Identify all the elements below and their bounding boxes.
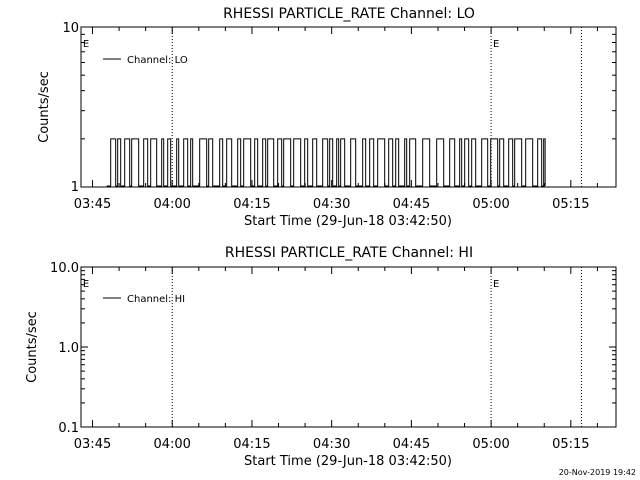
panel-hi-reference-lines xyxy=(171,267,582,427)
x-tick-label: 04:15 xyxy=(233,197,270,212)
event-marker-label: E xyxy=(83,279,89,290)
panel-hi-ytick-0-1: 0.1 xyxy=(58,421,79,436)
panel-hi-title: RHESSI PARTICLE_RATE Channel: HI xyxy=(225,245,473,261)
x-tick-label: 05:15 xyxy=(552,437,589,452)
x-tick-label: 04:00 xyxy=(153,197,190,212)
event-marker-label: E xyxy=(83,39,89,50)
panel-hi-xlabel: Start Time (29-Jun-18 03:42:50) xyxy=(244,454,452,469)
panel-lo-legend-label: Channel: LO xyxy=(127,55,188,66)
event-marker-label: E xyxy=(493,279,499,290)
panel-hi-ytick-10: 10.0 xyxy=(50,261,79,276)
x-tick-label: 03:45 xyxy=(74,437,111,452)
panel-lo-title: RHESSI PARTICLE_RATE Channel: LO xyxy=(223,6,475,22)
panel-hi-x-ticks: 03:45 04:00 04:15 04:30 04:45 05:00 05:15 xyxy=(74,266,616,452)
panel-lo-ylabel: Counts/sec xyxy=(37,71,52,143)
x-tick-label: 04:15 xyxy=(233,437,270,452)
x-tick-label: 04:45 xyxy=(393,437,430,452)
panel-lo-ytick-10: 10 xyxy=(62,21,79,36)
event-marker-label: E xyxy=(493,39,499,50)
x-tick-label: 03:45 xyxy=(74,197,111,212)
panel-hi-ytick-1: 1.0 xyxy=(58,341,79,356)
panel-lo-legend: Channel: LO xyxy=(103,55,188,66)
panel-lo-xlabel: Start Time (29-Jun-18 03:42:50) xyxy=(244,214,452,229)
panel-hi-ylabel: Counts/sec xyxy=(25,311,40,383)
panel-lo-ytick-1: 1 xyxy=(71,180,79,195)
panel-hi-frame xyxy=(80,266,617,428)
footer-timestamp: 20-Nov-2019 19:42 xyxy=(559,468,636,477)
x-tick-label: 04:30 xyxy=(313,197,350,212)
panel-hi-legend: Channel: HI xyxy=(103,294,185,305)
x-tick-label: 04:00 xyxy=(153,437,190,452)
x-tick-label: 05:00 xyxy=(472,437,509,452)
panel-hi: RHESSI PARTICLE_RATE Channel: HI Counts/… xyxy=(25,245,617,469)
panel-lo-x-ticks: 03:45 04:00 04:15 04:30 04:45 05:00 05:15 xyxy=(74,26,616,212)
x-tick-label: 04:30 xyxy=(313,437,350,452)
panel-hi-legend-label: Channel: HI xyxy=(127,294,185,305)
x-tick-label: 05:00 xyxy=(472,197,509,212)
panel-lo-series-line xyxy=(106,138,546,187)
panel-lo-reference-lines xyxy=(171,27,582,187)
panel-lo: RHESSI PARTICLE_RATE Channel: LO Counts/… xyxy=(37,6,617,229)
panel-lo-frame xyxy=(80,26,617,188)
x-tick-label: 05:15 xyxy=(552,197,589,212)
x-tick-label: 04:45 xyxy=(393,197,430,212)
